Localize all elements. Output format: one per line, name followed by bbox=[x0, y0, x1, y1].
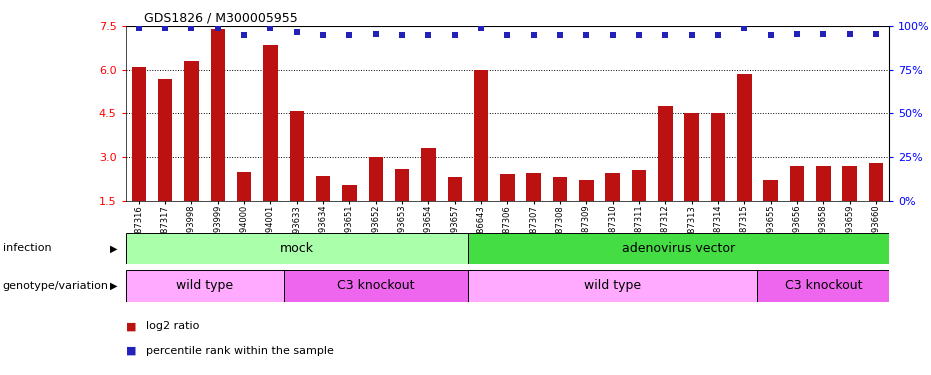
Text: wild type: wild type bbox=[176, 279, 234, 292]
Bar bbox=[758, 270, 889, 302]
Bar bbox=[290, 111, 304, 201]
Bar bbox=[632, 170, 646, 201]
Bar bbox=[684, 113, 699, 201]
Bar bbox=[737, 74, 751, 201]
Bar bbox=[316, 176, 331, 201]
Text: ▶: ▶ bbox=[110, 281, 117, 291]
Text: ▶: ▶ bbox=[110, 243, 117, 254]
Bar bbox=[579, 180, 594, 201]
Bar bbox=[710, 113, 725, 201]
Bar bbox=[126, 232, 468, 264]
Bar bbox=[605, 173, 620, 201]
Text: adenovirus vector: adenovirus vector bbox=[622, 242, 735, 255]
Bar bbox=[263, 45, 277, 201]
Bar bbox=[158, 79, 172, 201]
Bar bbox=[468, 232, 889, 264]
Bar bbox=[843, 166, 857, 201]
Text: genotype/variation: genotype/variation bbox=[3, 281, 109, 291]
Bar bbox=[474, 70, 488, 201]
Bar bbox=[395, 169, 410, 201]
Bar bbox=[553, 177, 567, 201]
Text: C3 knockout: C3 knockout bbox=[337, 279, 414, 292]
Bar bbox=[131, 67, 146, 201]
Bar bbox=[448, 177, 462, 201]
Bar bbox=[763, 180, 778, 201]
Bar bbox=[284, 270, 468, 302]
Bar bbox=[369, 157, 383, 201]
Bar bbox=[210, 29, 225, 201]
Bar bbox=[343, 184, 357, 201]
Bar bbox=[658, 106, 672, 201]
Text: percentile rank within the sample: percentile rank within the sample bbox=[146, 346, 334, 355]
Bar bbox=[236, 172, 251, 201]
Text: ■: ■ bbox=[126, 346, 136, 355]
Bar bbox=[789, 166, 804, 201]
Text: infection: infection bbox=[3, 243, 51, 254]
Bar bbox=[126, 270, 284, 302]
Text: log2 ratio: log2 ratio bbox=[146, 321, 199, 331]
Text: mock: mock bbox=[280, 242, 314, 255]
Text: wild type: wild type bbox=[584, 279, 641, 292]
Text: C3 knockout: C3 knockout bbox=[785, 279, 862, 292]
Bar bbox=[527, 173, 541, 201]
Bar bbox=[869, 163, 884, 201]
Bar bbox=[184, 61, 198, 201]
Bar bbox=[468, 270, 758, 302]
Bar bbox=[816, 166, 830, 201]
Text: ■: ■ bbox=[126, 321, 136, 331]
Bar bbox=[500, 174, 515, 201]
Bar bbox=[421, 148, 436, 201]
Text: GDS1826 / M300005955: GDS1826 / M300005955 bbox=[144, 11, 298, 24]
